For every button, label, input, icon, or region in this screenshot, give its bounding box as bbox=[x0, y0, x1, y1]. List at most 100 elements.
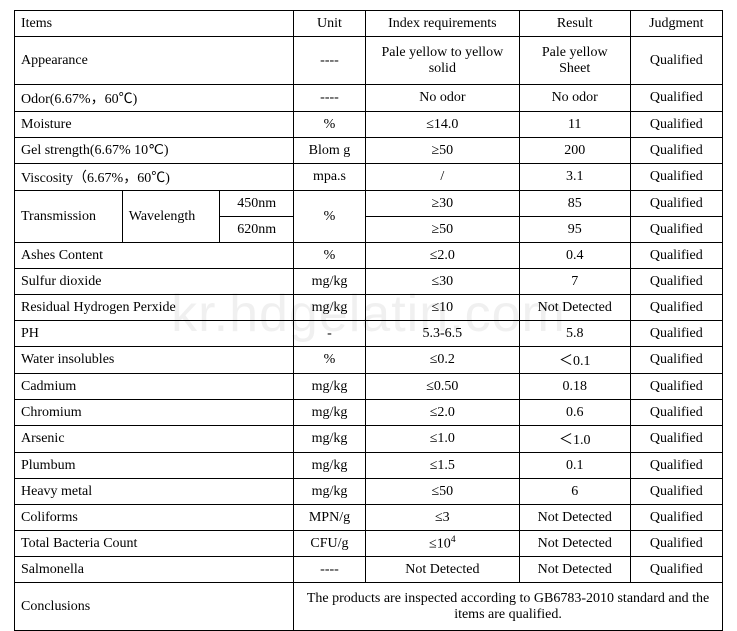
cell-unit: Blom g bbox=[294, 138, 366, 164]
row-plumbum: Plumbum mg/kg ≤1.5 0.1 Qualified bbox=[15, 453, 723, 479]
cell-conclusions-label: Conclusions bbox=[15, 583, 294, 631]
cell-result: ＜1.0 bbox=[519, 426, 630, 453]
cell-judgment: Qualified bbox=[630, 400, 722, 426]
cell-result: 0.18 bbox=[519, 374, 630, 400]
tbc-index-pre: ≤10 bbox=[429, 537, 451, 552]
cell-result: 6 bbox=[519, 479, 630, 505]
cell-label: Residual Hydrogen Perxide bbox=[15, 295, 294, 321]
row-rhp: Residual Hydrogen Perxide mg/kg ≤10 Not … bbox=[15, 295, 723, 321]
cell-wl-450: 450nm bbox=[220, 191, 294, 217]
cell-judgment: Qualified bbox=[630, 347, 722, 374]
cell-transmission-label: Transmission bbox=[15, 191, 123, 243]
cell-label: Salmonella bbox=[15, 557, 294, 583]
row-so2: Sulfur dioxide mg/kg ≤30 7 Qualified bbox=[15, 269, 723, 295]
cell-result: ＜0.1 bbox=[519, 347, 630, 374]
cell-wl-620: 620nm bbox=[220, 217, 294, 243]
row-moisture: Moisture % ≤14.0 11 Qualified bbox=[15, 112, 723, 138]
cell-judgment: Qualified bbox=[630, 557, 722, 583]
cell-unit: mpa.s bbox=[294, 164, 366, 191]
cell-label: Total Bacteria Count bbox=[15, 531, 294, 557]
cell-conclusions-text: The products are inspected according to … bbox=[294, 583, 723, 631]
cell-result: 85 bbox=[519, 191, 630, 217]
cell-judgment: Qualified bbox=[630, 453, 722, 479]
cell-label: Sulfur dioxide bbox=[15, 269, 294, 295]
cell-unit: mg/kg bbox=[294, 453, 366, 479]
cell-label: Arsenic bbox=[15, 426, 294, 453]
cell-index: No odor bbox=[365, 85, 519, 112]
hdr-items: Items bbox=[15, 11, 294, 37]
cell-result: 7 bbox=[519, 269, 630, 295]
cell-result: 0.1 bbox=[519, 453, 630, 479]
cell-label: Plumbum bbox=[15, 453, 294, 479]
cell-result: Not Detected bbox=[519, 557, 630, 583]
cell-index: ≤104 bbox=[365, 531, 519, 557]
cell-result: Not Detected bbox=[519, 531, 630, 557]
cell-wavelength-label: Wavelength bbox=[122, 191, 219, 243]
row-viscosity: Viscosity（6.67%，60℃) mpa.s / 3.1 Qualifi… bbox=[15, 164, 723, 191]
cell-unit: % bbox=[294, 347, 366, 374]
cell-index: ≤0.2 bbox=[365, 347, 519, 374]
cell-judgment: Qualified bbox=[630, 138, 722, 164]
cell-result: Not Detected bbox=[519, 505, 630, 531]
cell-judgment: Qualified bbox=[630, 269, 722, 295]
cell-result: 3.1 bbox=[519, 164, 630, 191]
header-row: Items Unit Index requirements Result Jud… bbox=[15, 11, 723, 37]
cell-label: Cadmium bbox=[15, 374, 294, 400]
cell-judgment: Qualified bbox=[630, 531, 722, 557]
cell-index: ≤0.50 bbox=[365, 374, 519, 400]
cell-judgment: Qualified bbox=[630, 243, 722, 269]
row-arsenic: Arsenic mg/kg ≤1.0 ＜1.0 Qualified bbox=[15, 426, 723, 453]
cell-judgment: Qualified bbox=[630, 295, 722, 321]
cell-unit: mg/kg bbox=[294, 295, 366, 321]
cell-unit: % bbox=[294, 112, 366, 138]
row-tbc: Total Bacteria Count CFU/g ≤104 Not Dete… bbox=[15, 531, 723, 557]
cell-result: 0.6 bbox=[519, 400, 630, 426]
cell-unit: MPN/g bbox=[294, 505, 366, 531]
cell-judgment: Qualified bbox=[630, 164, 722, 191]
cell-label: Heavy metal bbox=[15, 479, 294, 505]
row-coliforms: Coliforms MPN/g ≤3 Not Detected Qualifie… bbox=[15, 505, 723, 531]
cell-index: ≤30 bbox=[365, 269, 519, 295]
cell-result: 11 bbox=[519, 112, 630, 138]
row-ph: PH - 5.3-6.5 5.8 Qualified bbox=[15, 321, 723, 347]
row-conclusions: Conclusions The products are inspected a… bbox=[15, 583, 723, 631]
cell-judgment: Qualified bbox=[630, 374, 722, 400]
row-appearance: Appearance ---- Pale yellow to yellow so… bbox=[15, 37, 723, 85]
cell-index: ≥50 bbox=[365, 138, 519, 164]
cell-result: 95 bbox=[519, 217, 630, 243]
cell-result: 200 bbox=[519, 138, 630, 164]
cell-index: ≤3 bbox=[365, 505, 519, 531]
cell-index: ≤2.0 bbox=[365, 400, 519, 426]
cell-result: Not Detected bbox=[519, 295, 630, 321]
cell-label: PH bbox=[15, 321, 294, 347]
row-waterins: Water insolubles % ≤0.2 ＜0.1 Qualified bbox=[15, 347, 723, 374]
cell-index: ≥50 bbox=[365, 217, 519, 243]
cell-label: Appearance bbox=[15, 37, 294, 85]
cell-unit: mg/kg bbox=[294, 374, 366, 400]
cell-index: ≥30 bbox=[365, 191, 519, 217]
cell-judgment: Qualified bbox=[630, 479, 722, 505]
cell-index: ≤1.5 bbox=[365, 453, 519, 479]
spec-table: Items Unit Index requirements Result Jud… bbox=[14, 10, 723, 631]
cell-label: Water insolubles bbox=[15, 347, 294, 374]
cell-label: Moisture bbox=[15, 112, 294, 138]
cell-unit: ---- bbox=[294, 85, 366, 112]
cell-index: ≤14.0 bbox=[365, 112, 519, 138]
cell-unit: ---- bbox=[294, 37, 366, 85]
cell-result: No odor bbox=[519, 85, 630, 112]
hdr-index: Index requirements bbox=[365, 11, 519, 37]
cell-judgment: Qualified bbox=[630, 426, 722, 453]
row-odor: Odor(6.67%，60℃) ---- No odor No odor Qua… bbox=[15, 85, 723, 112]
cell-index: 5.3-6.5 bbox=[365, 321, 519, 347]
row-chromium: Chromium mg/kg ≤2.0 0.6 Qualified bbox=[15, 400, 723, 426]
cell-label: Ashes Content bbox=[15, 243, 294, 269]
cell-judgment: Qualified bbox=[630, 217, 722, 243]
row-gel: Gel strength(6.67% 10℃) Blom g ≥50 200 Q… bbox=[15, 138, 723, 164]
hdr-unit: Unit bbox=[294, 11, 366, 37]
row-heavy: Heavy metal mg/kg ≤50 6 Qualified bbox=[15, 479, 723, 505]
cell-result: 0.4 bbox=[519, 243, 630, 269]
cell-result: Pale yellow Sheet bbox=[519, 37, 630, 85]
cell-result: 5.8 bbox=[519, 321, 630, 347]
cell-judgment: Qualified bbox=[630, 37, 722, 85]
row-ashes: Ashes Content % ≤2.0 0.4 Qualified bbox=[15, 243, 723, 269]
